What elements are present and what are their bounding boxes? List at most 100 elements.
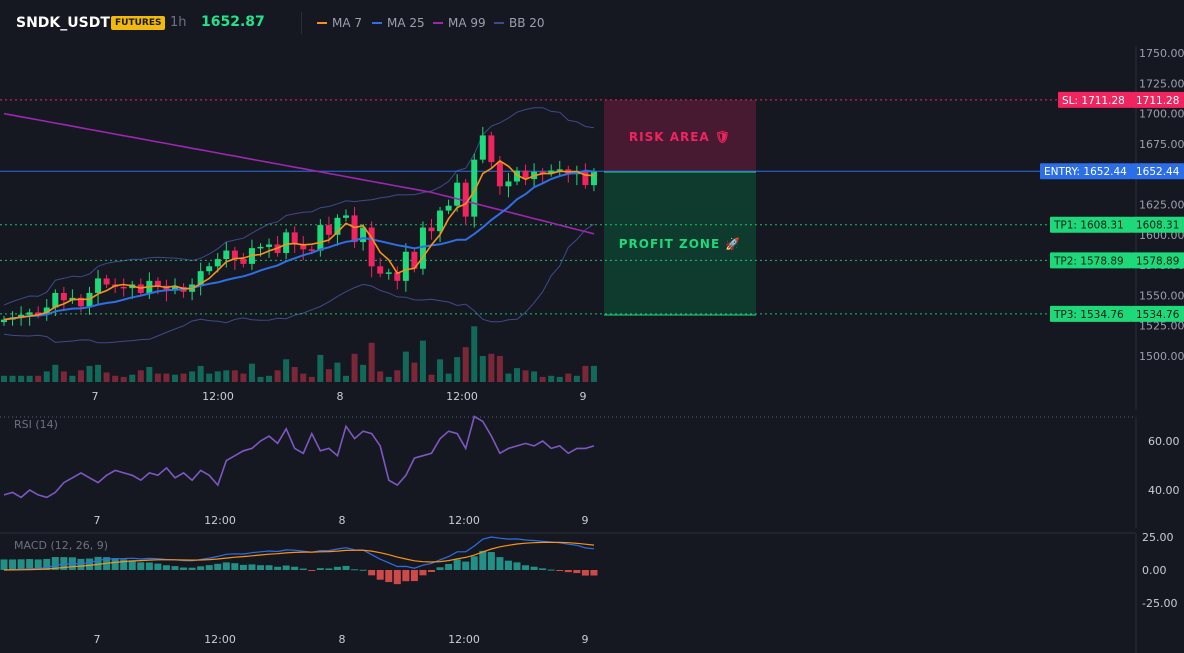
candle-body <box>360 227 367 243</box>
volume-bar <box>343 375 349 382</box>
candle-body <box>1 319 7 323</box>
rsi-tick-label: 60.00 <box>1148 435 1180 448</box>
volume-bar <box>274 370 281 382</box>
time-tick-label: 12:00 <box>202 390 234 403</box>
macd-histogram-bar <box>137 562 145 570</box>
candle-body <box>411 251 418 269</box>
timeframe-label[interactable]: 1h <box>170 15 187 30</box>
volume-bar <box>317 354 324 382</box>
volume-bar <box>582 365 589 382</box>
time-tick-label: 9 <box>580 390 587 403</box>
volume-bar <box>26 375 33 382</box>
macd-histogram-bar <box>393 570 401 585</box>
volume-bar <box>180 373 187 382</box>
volume-bar <box>146 367 153 382</box>
chart-header: SNDK_USDT FUTURES 1h 1652.87 MA 7 MA 25 … <box>0 0 1184 46</box>
candle-body <box>206 266 213 272</box>
time-tick-label: 8 <box>337 390 344 403</box>
macd-histogram-bar <box>214 563 222 570</box>
volume-bar <box>454 357 461 382</box>
macd-histogram-bar <box>26 559 34 570</box>
price-tick-label: 1625.00 <box>1139 199 1184 212</box>
candle-body <box>325 225 332 235</box>
tp2-price-bg <box>1132 252 1184 269</box>
symbol-name[interactable]: SNDK_USDT <box>16 15 110 31</box>
level-tags[interactable]: SL: 1711.28 1711.28 ENTRY: 1652.44 1652.44 T… <box>1040 91 1184 322</box>
volume-bar <box>86 365 93 382</box>
candle-body <box>60 292 67 301</box>
volume-bar <box>137 370 144 382</box>
rsi-title: RSI (14) <box>14 418 58 431</box>
legend-ma25[interactable]: MA 25 <box>372 16 425 30</box>
legend-ma99[interactable]: MA 99 <box>433 16 486 30</box>
volume-bar <box>69 375 76 382</box>
candle-body <box>462 182 469 217</box>
macd-histogram-bar <box>590 570 598 576</box>
time-tick-label: 12:00 <box>204 514 236 527</box>
candle-body <box>471 159 478 217</box>
macd-title: MACD (12, 26, 9) <box>14 539 108 552</box>
volume-bar <box>385 376 392 382</box>
macd-histogram-bar <box>410 570 418 582</box>
macd-histogram-bar <box>581 570 589 576</box>
macd-tick-label: 0.00 <box>1142 564 1167 577</box>
volume-bar <box>120 376 127 382</box>
volume-bar <box>189 371 196 382</box>
macd-histogram-bar <box>0 559 8 570</box>
price-axis[interactable]: 1750.001725.001700.001675.001650.001625.… <box>1139 47 1184 363</box>
macd-histogram-bar <box>222 562 230 570</box>
candles <box>1 126 597 326</box>
macd-histogram-bar <box>351 569 359 571</box>
candle-body <box>496 162 503 187</box>
macd-histogram-bar <box>265 565 273 570</box>
volume-bar <box>496 356 503 382</box>
macd-histogram-bar <box>43 558 51 570</box>
profit-zone <box>604 172 756 315</box>
macd-histogram-bar <box>573 570 581 574</box>
profit-zone-label: PROFIT ZONE 🚀 <box>619 237 742 251</box>
volume-bar <box>573 375 580 382</box>
macd-histogram-bar <box>274 566 282 570</box>
time-tick-label: 7 <box>94 633 101 646</box>
macd-histogram-bar <box>17 559 25 570</box>
header-divider <box>301 12 302 34</box>
volume-bar <box>548 375 555 382</box>
tp3-price-bg <box>1132 305 1184 322</box>
macd-histogram-bar <box>547 569 555 571</box>
macd-histogram-bar <box>462 561 470 570</box>
macd-histogram-bar <box>530 566 538 570</box>
candle-body <box>505 181 512 187</box>
tp1-label-bg <box>1050 216 1132 233</box>
macd-histogram-bar <box>231 563 239 570</box>
macd-histogram-bar <box>162 565 170 570</box>
volume-bar <box>163 373 170 382</box>
entry-label-bg <box>1040 163 1132 180</box>
legend-bb20[interactable]: BB 20 <box>494 16 545 30</box>
candle-body <box>539 171 546 174</box>
sl-price-bg <box>1132 91 1184 108</box>
candle-body <box>317 225 324 251</box>
volume-bar <box>488 353 495 382</box>
volume-bar <box>197 365 204 382</box>
macd-histogram-bar <box>539 568 547 570</box>
candle-body <box>377 266 384 274</box>
volume-bar <box>43 371 50 382</box>
macd-histogram-bar <box>564 570 572 573</box>
legend-ma7[interactable]: MA 7 <box>317 16 362 30</box>
volume-bar <box>308 376 315 382</box>
volume-bar <box>18 375 25 382</box>
candle-body <box>428 227 435 232</box>
volume-bar <box>325 369 332 382</box>
macd-histogram-bar <box>487 552 495 570</box>
macd-pane: 25.00 0.00 -25.00 <box>0 531 1177 610</box>
volume-bar <box>539 376 546 382</box>
candle-body <box>522 170 529 180</box>
legend-swatch <box>372 22 382 24</box>
time-tick-label: 12:00 <box>448 633 480 646</box>
candle-body <box>291 232 298 245</box>
macd-histogram-bar <box>86 558 93 570</box>
rsi-pane: 60.00 40.00 <box>3 415 1180 499</box>
macd-histogram-bar <box>248 564 256 570</box>
volume-bar <box>471 326 478 382</box>
